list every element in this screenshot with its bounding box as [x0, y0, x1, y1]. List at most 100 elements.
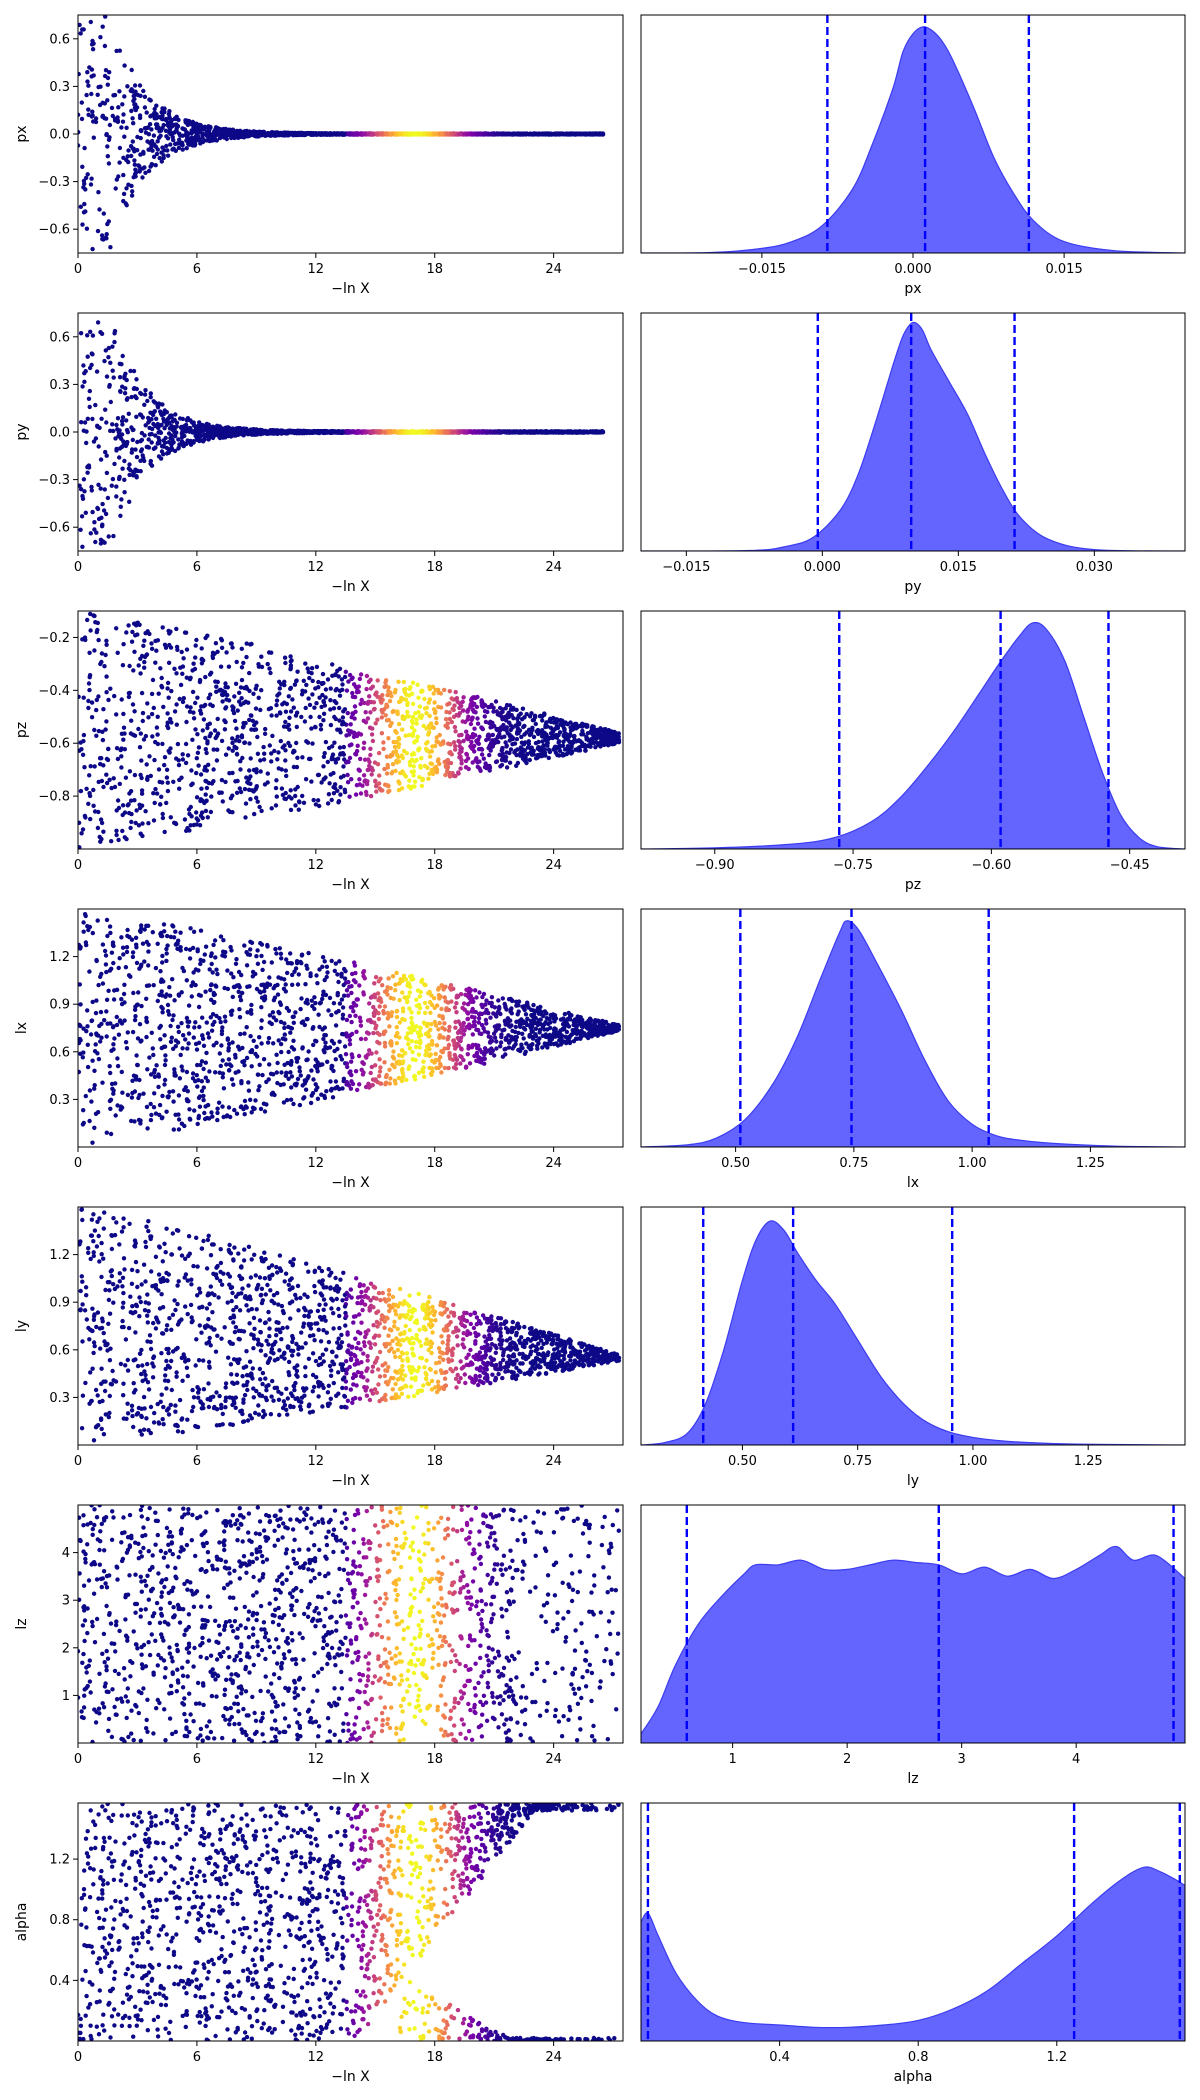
trace-point	[184, 134, 190, 140]
trace-point	[426, 131, 432, 136]
trace-point	[164, 767, 170, 772]
trace-point	[290, 697, 295, 702]
trace-points-pz	[78, 611, 622, 849]
trace-point	[341, 744, 346, 750]
trace-point	[434, 720, 439, 726]
trace-point	[193, 655, 198, 660]
trace-point	[457, 132, 462, 137]
trace-point	[164, 800, 169, 806]
trace-point	[162, 642, 168, 647]
trace-point	[410, 132, 415, 137]
trace-point	[129, 153, 134, 159]
trace-point	[296, 807, 301, 812]
trace-point	[78, 331, 84, 336]
trace-point	[454, 712, 459, 718]
trace-point	[507, 760, 513, 765]
trace-point	[443, 430, 448, 435]
trace-point	[331, 429, 336, 434]
trace-point	[104, 453, 109, 458]
trace-point	[559, 131, 564, 136]
trace-point	[180, 671, 185, 676]
trace-point	[177, 696, 182, 702]
trace-point	[91, 41, 96, 46]
trace-point	[152, 800, 157, 806]
trace-point	[377, 786, 382, 791]
trace-point	[133, 394, 138, 399]
trace-point	[116, 174, 121, 179]
trace-point	[130, 139, 135, 144]
trace-point	[90, 352, 95, 357]
trace-point	[390, 709, 395, 715]
trace-point	[78, 22, 82, 28]
trace-point	[78, 487, 84, 492]
trace-point	[337, 718, 342, 723]
trace-point	[165, 153, 171, 158]
trace-point	[423, 429, 428, 435]
trace-point	[369, 131, 374, 136]
trace-point	[201, 704, 206, 709]
trace-point	[173, 412, 178, 417]
trace-point	[179, 442, 184, 447]
trace-point	[179, 141, 184, 146]
trace-point	[153, 122, 159, 127]
trace-point	[170, 419, 175, 424]
trace-point	[121, 172, 126, 178]
trace-point	[96, 637, 101, 643]
trace-point	[131, 668, 136, 673]
trace-point	[93, 116, 99, 121]
trace-point	[173, 433, 178, 439]
trace-point	[146, 168, 152, 174]
trace-point	[79, 116, 85, 122]
trace-point	[248, 713, 254, 718]
trace-point	[102, 487, 108, 492]
trace-point	[100, 24, 105, 29]
trace-point	[492, 131, 497, 136]
trace-point	[158, 456, 164, 461]
trace-point	[107, 384, 112, 389]
trace-point	[174, 128, 179, 134]
trace-point	[226, 425, 232, 431]
trace-point	[117, 455, 122, 460]
trace-point	[102, 358, 107, 364]
trace-point	[130, 469, 136, 475]
trace-point	[457, 733, 462, 738]
trace-point	[207, 721, 212, 726]
trace-point	[146, 415, 151, 421]
x-tick-label: 0.030	[1076, 560, 1113, 575]
x-tick-label: 24	[545, 560, 562, 575]
trace-point	[410, 784, 415, 789]
trace-point	[453, 729, 458, 734]
trace-point	[278, 738, 283, 744]
trace-point	[241, 431, 247, 436]
trace-point	[193, 727, 198, 732]
trace-point	[85, 70, 90, 75]
trace-point	[275, 757, 280, 762]
trace-point	[140, 175, 145, 180]
trace-point	[164, 451, 170, 456]
trace-point	[194, 436, 200, 441]
trace-point	[129, 183, 134, 189]
trace-point	[193, 424, 198, 429]
trace-point	[539, 734, 545, 739]
trace-point	[173, 148, 178, 153]
trace-point	[155, 741, 161, 747]
trace-point	[573, 131, 578, 136]
trace-point	[282, 655, 288, 660]
trace-point	[154, 791, 160, 796]
trace-point	[370, 684, 375, 689]
trace-point	[122, 490, 127, 495]
trace-point	[368, 677, 373, 682]
trace-point	[411, 751, 416, 756]
trace-point	[107, 70, 112, 75]
trace-point	[205, 725, 210, 731]
trace-point	[293, 803, 298, 808]
trace-point	[128, 789, 134, 794]
trace-point	[142, 392, 148, 397]
trace-point	[111, 533, 116, 539]
trace-point	[165, 780, 170, 785]
trace-point	[114, 746, 120, 751]
trace-point	[142, 458, 147, 464]
trace-point	[197, 422, 203, 427]
trace-point	[112, 339, 117, 345]
